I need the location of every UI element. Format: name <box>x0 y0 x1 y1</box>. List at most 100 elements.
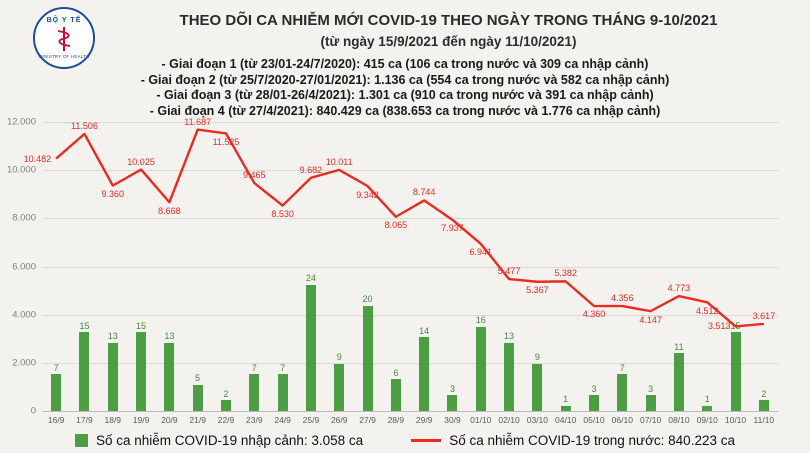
line-value-label: 5.367 <box>526 285 549 296</box>
x-axis-date-label: 06/10 <box>611 415 633 425</box>
line-value-label: 7.937 <box>441 223 464 234</box>
imported-cases-bar <box>589 395 599 411</box>
ministry-of-health-logo: BỘ Y TẾ MINISTRY OF HEALTH <box>33 7 95 69</box>
legend-item-imported: Số ca nhiễm COVID-19 nhập cảnh: 3.058 ca <box>75 433 363 448</box>
medical-staff-snake-icon <box>54 25 74 53</box>
bar-value-label: 2 <box>761 388 767 399</box>
imported-cases-bar <box>532 363 543 411</box>
imported-cases-bar <box>730 332 741 411</box>
line-value-label: 8.530 <box>271 209 294 220</box>
x-axis-date-label: 29/9 <box>415 415 433 425</box>
line-value-label: 10.025 <box>127 156 155 167</box>
imported-cases-bar <box>136 332 147 411</box>
bar-value-label: 7 <box>280 362 286 373</box>
grid-line <box>42 266 778 268</box>
line-value-label: 4.360 <box>582 309 606 320</box>
imported-cases-bar <box>277 374 288 411</box>
bar-value-label: 7 <box>251 362 257 373</box>
x-axis-date-label: 28/9 <box>387 415 405 425</box>
logo-text-top: BỘ Y TẾ <box>46 17 82 24</box>
chart-title: THEO DÕI CA NHIỄM MỚI COVID-19 THEO NGÀY… <box>179 12 718 29</box>
x-axis-date-label: 03/10 <box>526 415 549 425</box>
imported-cases-bar <box>51 374 62 411</box>
line-value-label: 4.773 <box>667 283 691 294</box>
imported-cases-bar <box>673 353 684 411</box>
y-axis-tick-label: 2.000 <box>12 357 36 369</box>
line-value-label: 9.682 <box>299 164 323 175</box>
logo-text-bottom: MINISTRY OF HEALTH <box>38 54 90 59</box>
bar-value-label: 7 <box>619 362 625 373</box>
x-axis-date-label: 30/9 <box>444 415 461 425</box>
imported-cases-bar <box>362 305 373 411</box>
y-axis-tick-label: 10.000 <box>6 164 36 176</box>
domestic-cases-line-swatch <box>411 438 442 442</box>
stage-summary: - Giai đoạn 1 (từ 23/01-24/7/2020): 415 … <box>0 57 810 119</box>
legend-imported-label: Số ca nhiễm COVID-19 nhập cảnh: 3.058 ca <box>96 432 364 448</box>
imported-cases-bar <box>504 342 515 411</box>
x-axis-date-label: 09/10 <box>696 415 718 425</box>
x-axis-date-label: 18/9 <box>104 415 122 425</box>
x-axis-date-label: 20/9 <box>161 415 178 425</box>
bar-value-label: 15 <box>79 320 90 331</box>
bar-value-label: 9 <box>534 352 540 363</box>
logo-circle: BỘ Y TẾ MINISTRY OF HEALTH <box>33 7 95 69</box>
bar-value-label: 1 <box>704 394 710 405</box>
grid-line <box>42 362 778 364</box>
line-value-label: 10.482 <box>23 153 52 164</box>
imported-cases-bar <box>221 400 231 411</box>
line-value-label: 8.668 <box>158 205 181 216</box>
stage-4-summary: - Giai đoạn 4 (từ 27/4/2021): 840.429 ca… <box>149 103 661 118</box>
x-axis-date-label: 05/10 <box>583 415 605 425</box>
imported-cases-bar <box>79 332 90 411</box>
imported-cases-bar <box>758 400 769 411</box>
x-axis-date-label: 16/9 <box>47 415 65 425</box>
line-value-label: 3.513 <box>708 321 731 332</box>
bar-value-label: 5 <box>195 373 201 384</box>
grid-line <box>42 314 778 316</box>
y-axis-tick-label: 8.000 <box>12 212 36 224</box>
imported-cases-bar <box>164 342 175 411</box>
bar-value-label: 13 <box>164 331 175 342</box>
x-axis-line <box>42 411 778 412</box>
x-axis-date-label: 27/9 <box>359 415 376 425</box>
line-value-label: 9.360 <box>101 189 125 200</box>
x-axis-date-label: 07/10 <box>639 415 662 425</box>
imported-cases-bar <box>107 342 118 411</box>
line-value-label: 9.342 <box>356 189 379 200</box>
y-axis-tick-label: 12.000 <box>6 116 36 128</box>
bar-value-label: 6 <box>393 367 399 378</box>
bar-value-label: 14 <box>419 325 430 336</box>
line-value-label: 3.617 <box>752 310 776 321</box>
legend-item-domestic: Số ca nhiễm COVID-19 trong nước: 840.223… <box>411 433 735 448</box>
imported-cases-swatch <box>75 433 89 447</box>
line-value-label: 11.687 <box>184 116 212 127</box>
imported-cases-bar <box>447 395 458 411</box>
bar-value-label: 2 <box>223 388 229 399</box>
imported-cases-bar <box>334 363 345 411</box>
grid-line <box>42 122 778 123</box>
x-axis-date-label: 10/10 <box>724 415 747 425</box>
line-value-label: 8.065 <box>384 220 408 231</box>
bar-value-label: 16 <box>475 315 486 326</box>
grid-line <box>42 170 778 172</box>
x-axis-date-label: 24/9 <box>274 415 291 425</box>
x-axis-date-label: 26/9 <box>330 415 348 425</box>
bar-value-label: 13 <box>107 331 118 342</box>
x-axis-date-label: 23/9 <box>246 415 263 425</box>
line-value-label: 4.512 <box>695 305 719 316</box>
bar-value-label: 3 <box>449 383 455 394</box>
grid-line <box>42 218 778 220</box>
x-axis-date-label: 22/9 <box>217 415 235 425</box>
x-axis-date-label: 01/10 <box>470 415 492 425</box>
imported-cases-bar <box>617 374 628 411</box>
imported-cases-bar <box>702 405 713 411</box>
x-axis-date-label: 21/9 <box>189 415 206 425</box>
stage-1-summary: - Giai đoạn 1 (từ 23/01-24/7/2020): 415 … <box>161 57 649 71</box>
x-axis-date-label: 04/10 <box>555 415 577 425</box>
bar-value-label: 13 <box>504 331 515 342</box>
line-value-label: 6.941 <box>469 247 493 258</box>
imported-cases-bar <box>249 374 260 411</box>
